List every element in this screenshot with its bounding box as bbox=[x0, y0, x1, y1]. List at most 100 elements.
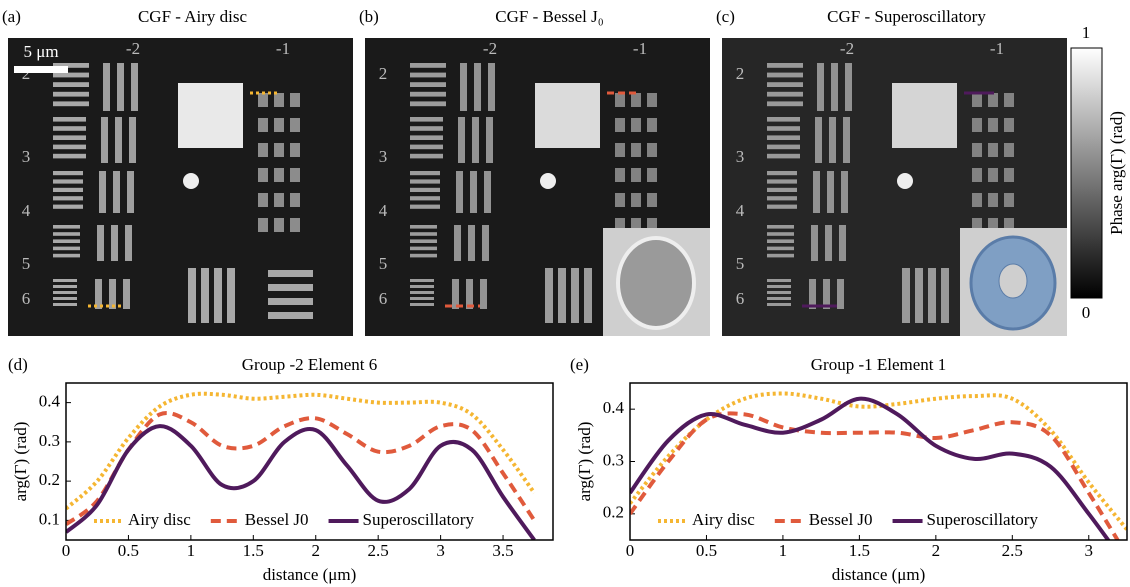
bar bbox=[767, 285, 791, 288]
x-axis-label: distance (μm) bbox=[832, 565, 926, 584]
bar bbox=[482, 225, 489, 261]
bar bbox=[410, 171, 440, 175]
bar bbox=[127, 171, 134, 213]
x-axis-label: distance (μm) bbox=[263, 565, 357, 584]
row-label: 4 bbox=[22, 201, 31, 220]
bar bbox=[53, 171, 83, 175]
x-tick-label: 1 bbox=[187, 541, 196, 560]
small-square bbox=[274, 218, 284, 232]
bar bbox=[767, 154, 800, 159]
bar bbox=[214, 268, 222, 323]
panel-label: (e) bbox=[570, 355, 589, 374]
x-tick-label: 3.5 bbox=[492, 541, 513, 560]
y-tick-label: 0.3 bbox=[39, 431, 60, 450]
small-square bbox=[631, 168, 641, 182]
small-square bbox=[631, 118, 641, 132]
bar bbox=[268, 312, 313, 319]
bar bbox=[53, 188, 83, 192]
panel-label: (a) bbox=[2, 7, 21, 26]
small-square bbox=[290, 93, 300, 107]
y-tick-label: 0.1 bbox=[39, 509, 60, 528]
small-square bbox=[290, 218, 300, 232]
bar bbox=[99, 171, 106, 213]
bar bbox=[53, 291, 77, 294]
bar bbox=[97, 225, 104, 261]
panel-title: CGF - Airy disc bbox=[138, 7, 248, 26]
bar bbox=[123, 279, 130, 309]
bar bbox=[410, 279, 434, 282]
x-tick-label: 1 bbox=[779, 541, 788, 560]
small-square bbox=[1004, 93, 1014, 107]
bar bbox=[53, 117, 86, 122]
bar bbox=[188, 268, 196, 323]
panel-title: CGF - Bessel J₀ bbox=[495, 7, 603, 26]
bar bbox=[103, 63, 110, 111]
bar bbox=[53, 92, 89, 97]
bar bbox=[584, 268, 592, 323]
bar bbox=[53, 179, 83, 183]
bar bbox=[474, 63, 481, 111]
x-tick-label: 2 bbox=[311, 541, 320, 560]
bar bbox=[767, 254, 794, 258]
bar bbox=[53, 145, 86, 150]
bar bbox=[410, 297, 434, 300]
bar bbox=[53, 135, 86, 140]
small-square bbox=[972, 93, 982, 107]
x-tick-label: 0.5 bbox=[118, 541, 139, 560]
bar bbox=[410, 285, 434, 288]
bar bbox=[410, 205, 440, 209]
small-square bbox=[274, 143, 284, 157]
bar bbox=[843, 117, 850, 163]
small-square bbox=[274, 193, 284, 207]
bright-square bbox=[535, 83, 600, 148]
bar bbox=[829, 117, 836, 163]
small-square bbox=[615, 143, 625, 157]
bar bbox=[815, 117, 822, 163]
small-square bbox=[647, 118, 657, 132]
small-square bbox=[988, 93, 998, 107]
small-square bbox=[972, 143, 982, 157]
small-square bbox=[988, 118, 998, 132]
small-square bbox=[1004, 118, 1014, 132]
bar bbox=[53, 232, 80, 236]
small-square bbox=[972, 118, 982, 132]
col-label: -2 bbox=[126, 39, 140, 58]
chart-title: Group -1 Element 1 bbox=[811, 355, 947, 374]
bar bbox=[410, 126, 443, 131]
row-label: 2 bbox=[736, 64, 745, 83]
bar bbox=[410, 239, 437, 243]
figure: 1 0 Phase arg(Γ) (rad) (a)CGF - Airy dis… bbox=[0, 0, 1130, 587]
colorbar bbox=[1071, 48, 1102, 298]
bar bbox=[825, 225, 832, 261]
small-square bbox=[1004, 168, 1014, 182]
row-label: 5 bbox=[22, 254, 31, 273]
small-square bbox=[274, 168, 284, 182]
bar bbox=[767, 101, 803, 106]
bright-spot bbox=[183, 173, 199, 189]
x-tick-label: 2.5 bbox=[368, 541, 389, 560]
small-square bbox=[258, 143, 268, 157]
small-square bbox=[647, 143, 657, 157]
y-tick-label: 0.2 bbox=[39, 470, 60, 489]
x-tick-label: 0 bbox=[62, 541, 71, 560]
small-square bbox=[1004, 193, 1014, 207]
x-tick-label: 1.5 bbox=[849, 541, 870, 560]
bar bbox=[486, 117, 493, 163]
row-label: 5 bbox=[379, 254, 388, 273]
bar bbox=[460, 63, 467, 111]
bar bbox=[410, 92, 446, 97]
row-label: 2 bbox=[379, 64, 388, 83]
bar bbox=[767, 82, 803, 87]
bar bbox=[410, 303, 434, 306]
bar bbox=[767, 171, 797, 175]
chart-title: Group -2 Element 6 bbox=[242, 355, 378, 374]
col-label: -1 bbox=[990, 39, 1004, 58]
bright-spot bbox=[540, 173, 556, 189]
col-label: -1 bbox=[276, 39, 290, 58]
bar bbox=[410, 63, 446, 68]
legend-label: Airy disc bbox=[128, 510, 191, 529]
x-tick-label: 3 bbox=[436, 541, 445, 560]
small-square bbox=[258, 193, 268, 207]
small-square bbox=[258, 168, 268, 182]
row-label: 3 bbox=[22, 147, 31, 166]
